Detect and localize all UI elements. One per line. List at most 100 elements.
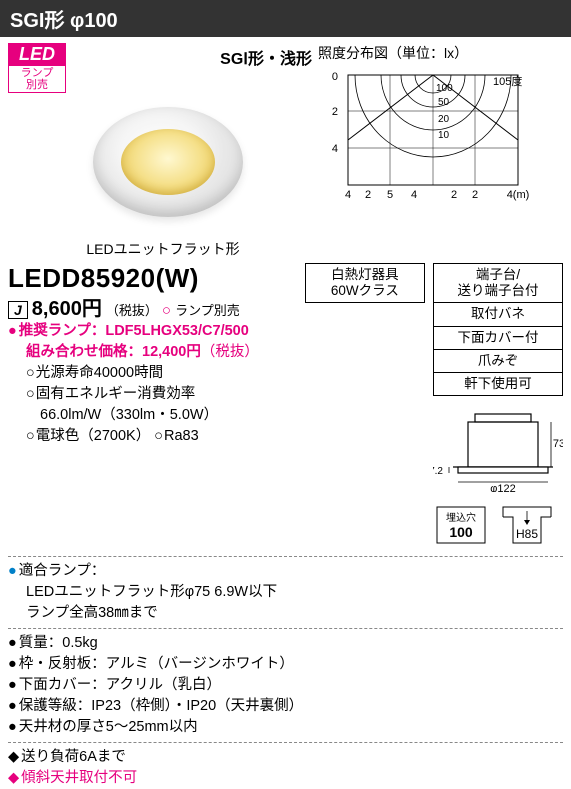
y4: 4 <box>332 143 338 155</box>
load-text: 送り負荷6Aまで <box>21 749 126 765</box>
bullet-blue-icon <box>8 563 19 579</box>
x6: 4(m) <box>507 189 530 201</box>
dim-flange: 7.2 <box>433 466 443 477</box>
frame-line: 枠・反射板：アルミ（バージンホワイト） <box>8 654 563 675</box>
color-ra-line: 電球色（2700K） Ra83 <box>8 426 297 447</box>
bullet-red-icon <box>8 323 19 339</box>
slope-line: 傾斜天井取付不可 <box>8 768 563 789</box>
frame-text: 枠・反射板：アルミ（バージンホワイト） <box>19 656 294 672</box>
rec-lamp-line: 推奨ランプ：LDF5LHGX53/C7/500 <box>8 321 297 342</box>
mass-text: 質量：0.5kg <box>19 635 98 651</box>
feature-table-center: 白熱灯器具 60Wクラス <box>305 263 425 303</box>
divider-1 <box>8 556 563 557</box>
x1: 5 <box>387 189 393 201</box>
lamp-separate: ○ ランプ別売 <box>162 300 240 319</box>
compat-label: 適合ランプ： <box>19 563 106 579</box>
load-line: 送り負荷6Aまで <box>8 747 563 768</box>
ceiling-line: 天井材の厚さ5～25mm以内 <box>8 717 563 738</box>
feat-groove: 爪みぞ <box>434 349 563 372</box>
cover-text: 下面カバー：アクリル（乳白） <box>19 677 221 693</box>
led-badge-lamp: ランプ <box>9 66 65 79</box>
compat2-line: ランプ全高38㎜まで <box>8 603 563 624</box>
divider-3 <box>8 742 563 743</box>
divider-2 <box>8 628 563 629</box>
distribution-chart: 100 50 20 10 105度 0 2 4 4 2 5 4 2 2 4(m) <box>318 65 548 215</box>
mid-right: 端子台/ 送り端子台付 取付バネ 下面カバー付 爪みぞ 軒下使用可 73 7.2… <box>433 263 563 550</box>
bullet-black-icon2 <box>8 656 19 672</box>
feat-eaves: 軒下使用可 <box>434 372 563 395</box>
compat1-line: LEDユニットフラット形φ75 6.9W以下 <box>8 582 563 603</box>
bullet-black-icon <box>8 635 19 651</box>
ceiling-text: 天井材の厚さ5～25mm以内 <box>19 719 198 735</box>
diamond-icon <box>8 749 21 765</box>
rec-lamp-label: 推奨ランプ <box>19 323 91 339</box>
price-tax: （税抜） <box>106 300 158 319</box>
feature-wattclass: 白熱灯器具 60Wクラス <box>305 263 424 302</box>
ring-20: 20 <box>438 114 450 125</box>
bullet-black-icon4 <box>8 698 19 714</box>
color-spec: 電球色（2700K） <box>26 428 150 444</box>
top-section: LED ランプ 別売 SGⅠ形・浅形 LEDユニットフラット形 照度分布図（単位… <box>0 37 571 259</box>
compat-label-line: 適合ランプ： <box>8 561 563 582</box>
hole-value: 100 <box>449 524 473 540</box>
y2: 2 <box>332 106 338 118</box>
combo-tax: （税抜） <box>201 344 259 360</box>
ring-10: 10 <box>438 130 450 141</box>
price: 8,600円 <box>32 292 102 321</box>
bottom-icons: 埋込穴 100 H85 <box>433 503 563 550</box>
top-left: LED ランプ 別売 SGⅠ形・浅形 LEDユニットフラット形 <box>8 43 318 259</box>
combo-line: 組み合わせ価格：12,400円（税抜） <box>8 342 297 363</box>
mid-left: LEDD85920(W) J 8,600円 （税抜） ○ ランプ別売 推奨ランプ… <box>8 263 297 550</box>
led-badge: LED ランプ 別売 <box>8 43 66 93</box>
product-caption: LEDユニットフラット形 <box>8 239 318 259</box>
ip-text: 保護等級：IP23（枠側）・IP20（天井裏側） <box>19 698 303 714</box>
h-value: H85 <box>516 527 538 541</box>
top-right: 照度分布図（単位：lx） 100 50 20 10 105度 0 2 <box>318 43 563 259</box>
y0: 0 <box>332 71 338 83</box>
x4: 2 <box>472 189 478 201</box>
combo-price: 12,400円 <box>142 344 201 360</box>
slope-text: 傾斜天井取付不可 <box>21 770 137 786</box>
cover-line: 下面カバー：アクリル（乳白） <box>8 675 563 696</box>
height-icon: H85 <box>499 503 555 550</box>
x0b: 2 <box>365 189 371 201</box>
shape-label: SGⅠ形・浅形 <box>220 45 312 69</box>
rec-lamp: ：LDF5LHGX53/C7/500 <box>91 323 249 339</box>
led-badge-sold: 別売 <box>9 79 65 92</box>
lamp-sold-text: ランプ別売 <box>175 303 240 318</box>
feature-table-right: 端子台/ 送り端子台付 取付バネ 下面カバー付 爪みぞ 軒下使用可 <box>433 263 563 396</box>
angle-label: 105度 <box>493 74 522 88</box>
header-title: SGI形 φ100 <box>10 10 118 32</box>
feat-terminal: 端子台/ 送り端子台付 <box>434 263 563 302</box>
bullet-black-icon3 <box>8 677 19 693</box>
diamond-red-icon <box>8 770 21 786</box>
lower-specs: 適合ランプ： LEDユニットフラット形φ75 6.9W以下 ランプ全高38㎜まで… <box>0 550 571 789</box>
ra-spec: Ra83 <box>154 428 198 444</box>
svg-text:4: 4 <box>411 189 417 201</box>
feat-spring: 取付バネ <box>434 303 563 326</box>
led-badge-led: LED <box>9 44 65 66</box>
dimension-drawing: 73 7.2 φ122 <box>433 402 563 492</box>
hole-icon: 埋込穴 100 <box>433 503 489 550</box>
product-image <box>53 97 273 237</box>
price-row: J 8,600円 （税抜） ○ ランプ別売 <box>8 292 297 321</box>
j-badge: J <box>8 301 28 319</box>
header-bar: SGI形 φ100 <box>0 0 571 37</box>
feat-cover: 下面カバー付 <box>434 326 563 349</box>
model-number: LEDD85920(W) <box>8 263 297 294</box>
x0: 4 <box>345 189 351 201</box>
hole-label: 埋込穴 <box>446 511 476 524</box>
combo-label: 組み合わせ価格： <box>26 344 142 360</box>
mass-line: 質量：0.5kg <box>8 633 563 654</box>
dim-height: 73 <box>553 438 563 450</box>
dim-diameter: φ122 <box>490 483 516 492</box>
ip-line: 保護等級：IP23（枠側）・IP20（天井裏側） <box>8 696 563 717</box>
svg-text:2: 2 <box>451 189 457 201</box>
distribution-title: 照度分布図（単位：lx） <box>318 43 563 63</box>
mid-center: 白熱灯器具 60Wクラス <box>305 263 425 550</box>
eff-label-line: 固有エネルギー消費効率 <box>8 384 297 405</box>
ring-100: 100 <box>436 83 453 94</box>
eff-line: 66.0lm/W（330lm・5.0W） <box>8 405 297 426</box>
bullet-black-icon5 <box>8 719 19 735</box>
life-line: 光源寿命40000時間 <box>8 363 297 384</box>
